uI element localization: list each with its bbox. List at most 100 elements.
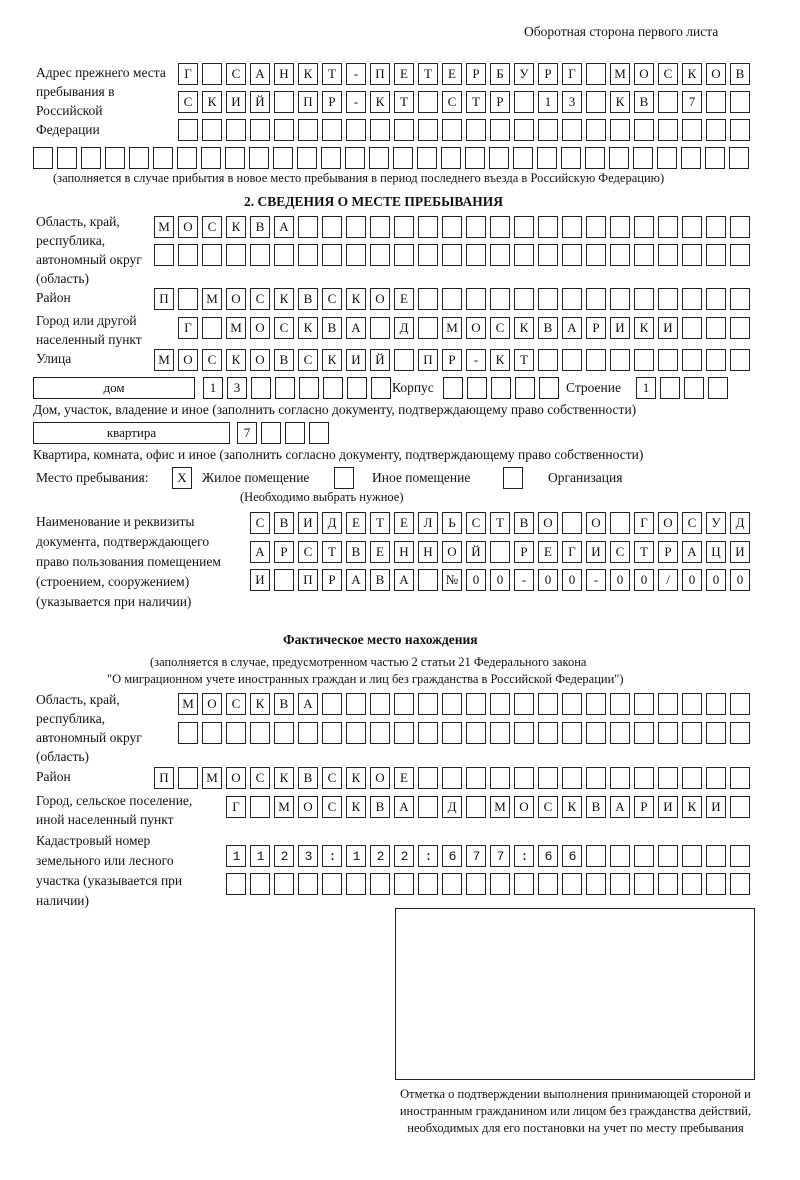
char-cell[interactable] xyxy=(418,796,438,818)
char-cell[interactable]: А xyxy=(562,317,582,339)
char-cell[interactable] xyxy=(514,845,534,867)
char-cell[interactable] xyxy=(658,873,678,895)
char-cell[interactable] xyxy=(297,147,317,169)
char-cell[interactable]: Р xyxy=(322,91,342,113)
char-cell[interactable] xyxy=(178,767,198,789)
char-cell[interactable] xyxy=(730,722,750,744)
char-cell[interactable] xyxy=(370,845,390,867)
char-cell[interactable] xyxy=(394,244,414,266)
char-cell[interactable] xyxy=(322,845,342,867)
char-cell[interactable]: А xyxy=(274,216,294,238)
char-cell[interactable] xyxy=(706,722,726,744)
char-cell[interactable] xyxy=(514,244,534,266)
char-cell[interactable]: К xyxy=(562,796,582,818)
char-cell[interactable]: Е xyxy=(370,541,390,563)
char-cell[interactable] xyxy=(442,767,462,789)
char-cell[interactable] xyxy=(610,722,630,744)
char-cell[interactable] xyxy=(442,216,462,238)
char-cell[interactable] xyxy=(660,377,680,399)
char-cell[interactable] xyxy=(586,244,606,266)
char-cell[interactable]: 0 xyxy=(466,569,486,591)
char-cell[interactable]: К xyxy=(226,216,246,238)
char-cell[interactable] xyxy=(490,119,510,141)
char-cell[interactable] xyxy=(658,767,678,789)
char-cell[interactable] xyxy=(346,693,366,715)
char-cell[interactable] xyxy=(346,119,366,141)
char-cell[interactable] xyxy=(610,288,630,310)
char-cell[interactable]: В xyxy=(514,512,534,534)
char-cell[interactable]: К xyxy=(682,796,702,818)
char-cell[interactable]: Т xyxy=(634,541,654,563)
char-cell[interactable]: С xyxy=(226,63,246,85)
char-cell[interactable] xyxy=(202,63,222,85)
char-cell[interactable] xyxy=(634,244,654,266)
char-cell[interactable]: И xyxy=(658,796,678,818)
char-cell[interactable] xyxy=(442,693,462,715)
char-cell[interactable] xyxy=(274,845,294,867)
char-cell[interactable]: И xyxy=(250,569,270,591)
char-cell[interactable] xyxy=(394,845,414,867)
char-cell[interactable]: К xyxy=(682,63,702,85)
char-cell[interactable] xyxy=(538,288,558,310)
char-cell[interactable] xyxy=(706,767,726,789)
char-cell[interactable]: Д xyxy=(322,512,342,534)
char-cell[interactable]: - xyxy=(586,569,606,591)
flat-type-box[interactable]: квартира xyxy=(33,422,230,444)
char-cell[interactable]: С xyxy=(442,91,462,113)
char-cell[interactable]: 1 xyxy=(203,377,223,399)
char-cell[interactable]: П xyxy=(370,63,390,85)
char-cell[interactable]: - xyxy=(466,349,486,371)
char-cell[interactable] xyxy=(730,693,750,715)
char-cell[interactable] xyxy=(129,147,149,169)
char-cell[interactable]: Й xyxy=(370,349,390,371)
char-cell[interactable] xyxy=(418,317,438,339)
char-cell[interactable]: Г xyxy=(634,512,654,534)
char-cell[interactable] xyxy=(634,288,654,310)
char-cell[interactable]: В xyxy=(274,693,294,715)
char-cell[interactable]: 0 xyxy=(634,569,654,591)
char-cell[interactable] xyxy=(418,119,438,141)
char-cell[interactable]: Л xyxy=(418,512,438,534)
char-cell[interactable] xyxy=(442,722,462,744)
char-cell[interactable]: О xyxy=(706,63,726,85)
char-cell[interactable] xyxy=(658,91,678,113)
char-cell[interactable]: О xyxy=(178,216,198,238)
char-cell[interactable]: Т xyxy=(322,63,342,85)
char-cell[interactable]: А xyxy=(250,541,270,563)
char-cell[interactable]: К xyxy=(202,91,222,113)
char-cell[interactable] xyxy=(682,349,702,371)
char-cell[interactable] xyxy=(178,119,198,141)
char-cell[interactable]: О xyxy=(586,512,606,534)
char-cell[interactable] xyxy=(514,91,534,113)
char-cell[interactable] xyxy=(298,119,318,141)
char-cell[interactable] xyxy=(634,693,654,715)
char-cell[interactable]: О xyxy=(370,767,390,789)
char-cell[interactable] xyxy=(682,317,702,339)
char-cell[interactable] xyxy=(610,349,630,371)
char-cell[interactable]: К xyxy=(610,91,630,113)
char-cell[interactable]: Р xyxy=(514,541,534,563)
char-cell[interactable] xyxy=(682,873,702,895)
char-cell[interactable] xyxy=(562,722,582,744)
char-cell[interactable] xyxy=(490,288,510,310)
char-cell[interactable] xyxy=(634,216,654,238)
char-cell[interactable]: И xyxy=(298,512,318,534)
char-cell[interactable] xyxy=(285,422,305,444)
char-cell[interactable]: С xyxy=(466,512,486,534)
char-cell[interactable]: 0 xyxy=(490,569,510,591)
char-cell[interactable]: А xyxy=(298,693,318,715)
char-cell[interactable]: 1 xyxy=(538,91,558,113)
char-cell[interactable]: А xyxy=(346,317,366,339)
char-cell[interactable]: М xyxy=(202,288,222,310)
char-cell[interactable] xyxy=(490,722,510,744)
char-cell[interactable] xyxy=(634,119,654,141)
char-cell[interactable]: В xyxy=(370,569,390,591)
char-cell[interactable] xyxy=(708,377,728,399)
char-cell[interactable] xyxy=(418,845,438,867)
char-cell[interactable]: О xyxy=(442,541,462,563)
char-cell[interactable]: У xyxy=(514,63,534,85)
char-cell[interactable] xyxy=(538,767,558,789)
char-cell[interactable]: С xyxy=(682,512,702,534)
char-cell[interactable] xyxy=(586,216,606,238)
char-cell[interactable]: Г xyxy=(226,796,246,818)
